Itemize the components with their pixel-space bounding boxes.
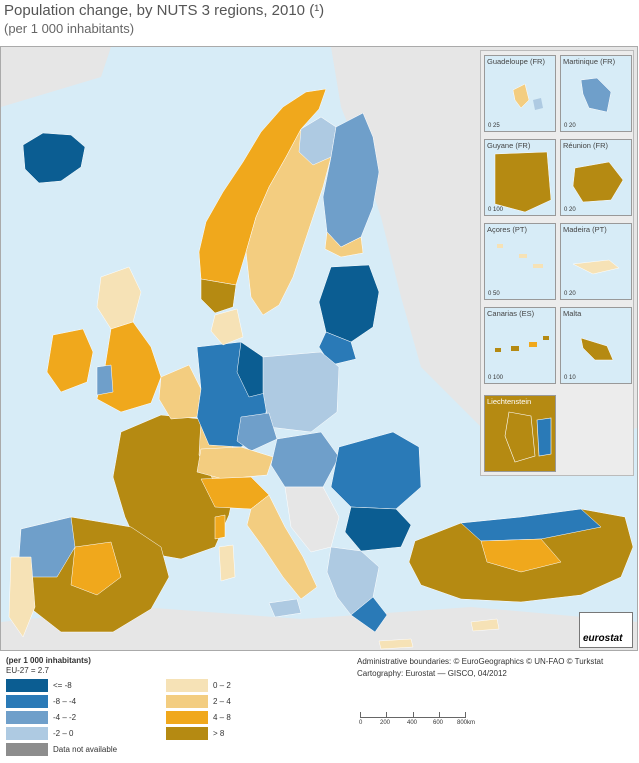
inset-scale: 0 10 — [564, 375, 576, 381]
inset-scale: 0 50 — [488, 291, 500, 297]
crete — [378, 638, 414, 650]
legend-label: Data not available — [53, 745, 118, 754]
inset-scale: 0 25 — [488, 123, 500, 129]
map-subtitle: (per 1 000 inhabitants) — [4, 21, 135, 36]
legend-label: -4 – -2 — [53, 713, 77, 722]
legend-swatch — [166, 695, 208, 708]
scalebar-label: 600 — [433, 720, 444, 726]
scalebar: 0 200 400 600 800km — [357, 712, 477, 732]
inset-scale: 0 20 — [564, 291, 576, 297]
baltics — [318, 264, 380, 343]
bulgaria — [344, 506, 412, 552]
inset-malta: Malta 0 10 — [560, 307, 632, 384]
inset-liechtenstein: Liechtenstein 0 5 — [484, 395, 556, 472]
greenland-land — [1, 47, 111, 107]
inset-guyane: Guyane (FR) 0 100 — [484, 139, 556, 216]
inset-label: Martinique (FR) — [563, 57, 616, 66]
map-title: Population change, by NUTS 3 regions, 20… — [4, 2, 325, 19]
inset-acores: Açores (PT) 0 50 — [484, 223, 556, 300]
inset-canarias: Canarias (ES) 0 100 — [484, 307, 556, 384]
scalebar-tick — [413, 712, 414, 718]
legend-label: -2 – 0 — [53, 729, 74, 738]
romania — [330, 431, 422, 510]
uk-wales — [96, 364, 114, 396]
portugal — [8, 556, 36, 638]
scalebar-label: 800km — [457, 720, 476, 726]
spain-central — [70, 541, 122, 596]
turkey-central — [480, 538, 562, 573]
legend: (per 1 000 inhabitants) EU-27 = 2.7 <= -… — [4, 655, 344, 759]
sardinia — [218, 544, 236, 582]
inset-martinique: Martinique (FR) 0 20 — [560, 55, 632, 132]
corsica — [214, 514, 226, 540]
inset-label: Réunion (FR) — [563, 141, 609, 150]
legend-swatch — [6, 743, 48, 756]
scalebar-tick — [439, 712, 440, 718]
legend-swatch — [6, 727, 48, 740]
scalebar-label: 200 — [380, 720, 391, 726]
scalebar-label: 400 — [407, 720, 418, 726]
ireland — [46, 328, 94, 393]
austria-switz — [196, 446, 274, 480]
inset-panel: Guadeloupe (FR) 0 25 Martinique (FR) 0 2… — [480, 50, 634, 476]
legend-swatch — [166, 711, 208, 724]
hungary-slovakia — [270, 431, 340, 488]
legend-swatch — [166, 679, 208, 692]
credits-boundaries: Administrative boundaries: © EuroGeograp… — [357, 657, 604, 666]
sweden — [245, 116, 337, 316]
legend-label: <= -8 — [53, 681, 72, 690]
czech — [236, 412, 278, 452]
credits: Administrative boundaries: © EuroGeograp… — [357, 656, 603, 680]
scalebar-label: 0 — [359, 720, 363, 726]
legend-eu-value: EU-27 = 2.7 — [6, 666, 49, 675]
inset-label: Guyane (FR) — [487, 141, 531, 150]
inset-scale: 0 20 — [564, 207, 576, 213]
legend-label: -8 – -4 — [53, 697, 77, 706]
benelux — [158, 364, 202, 420]
legend-label: 2 – 4 — [213, 697, 231, 706]
legend-swatch — [6, 711, 48, 724]
germany-east — [236, 341, 270, 398]
poland — [262, 351, 340, 433]
legend-swatch — [6, 695, 48, 708]
inset-label: Liechtenstein — [487, 397, 532, 406]
inset-label: Açores (PT) — [487, 225, 528, 234]
iceland — [22, 132, 86, 184]
italy — [246, 494, 318, 600]
inset-reunion: Réunion (FR) 0 20 — [560, 139, 632, 216]
sicily — [268, 598, 302, 618]
inset-label: Madeira (PT) — [563, 225, 607, 234]
lithuania — [318, 331, 357, 366]
denmark — [210, 308, 244, 346]
africa-land — [1, 607, 637, 650]
inset-madeira: Madeira (PT) 0 20 — [560, 223, 632, 300]
uk-scotland — [96, 266, 142, 330]
scalebar-tick — [465, 712, 466, 718]
legend-label: 4 – 8 — [213, 713, 231, 722]
inset-label: Guadeloupe (FR) — [487, 57, 545, 66]
norway-south — [200, 278, 237, 314]
legend-label: 0 – 2 — [213, 681, 231, 690]
cyprus — [470, 618, 500, 632]
scalebar-tick — [360, 712, 361, 718]
inset-scale: 0 20 — [564, 123, 576, 129]
inset-scale: 0 100 — [488, 207, 504, 213]
legend-swatch — [166, 727, 208, 740]
legend-swatch — [6, 679, 48, 692]
eurostat-logo: eurostat — [579, 612, 633, 648]
inset-label: Canarias (ES) — [487, 309, 535, 318]
scalebar-tick — [386, 712, 387, 718]
greece-south — [350, 596, 388, 633]
credits-cartography: Cartography: Eurostat — GISCO, 04/2012 — [357, 669, 507, 678]
inset-label: Malta — [563, 309, 582, 318]
inset-guadeloupe: Guadeloupe (FR) 0 25 — [484, 55, 556, 132]
legend-header: (per 1 000 inhabitants) — [6, 656, 91, 665]
logo-text: eurostat — [583, 633, 623, 644]
inset-scale: 0 100 — [488, 375, 504, 381]
finland-south — [324, 231, 364, 258]
legend-label: > 8 — [213, 729, 225, 738]
